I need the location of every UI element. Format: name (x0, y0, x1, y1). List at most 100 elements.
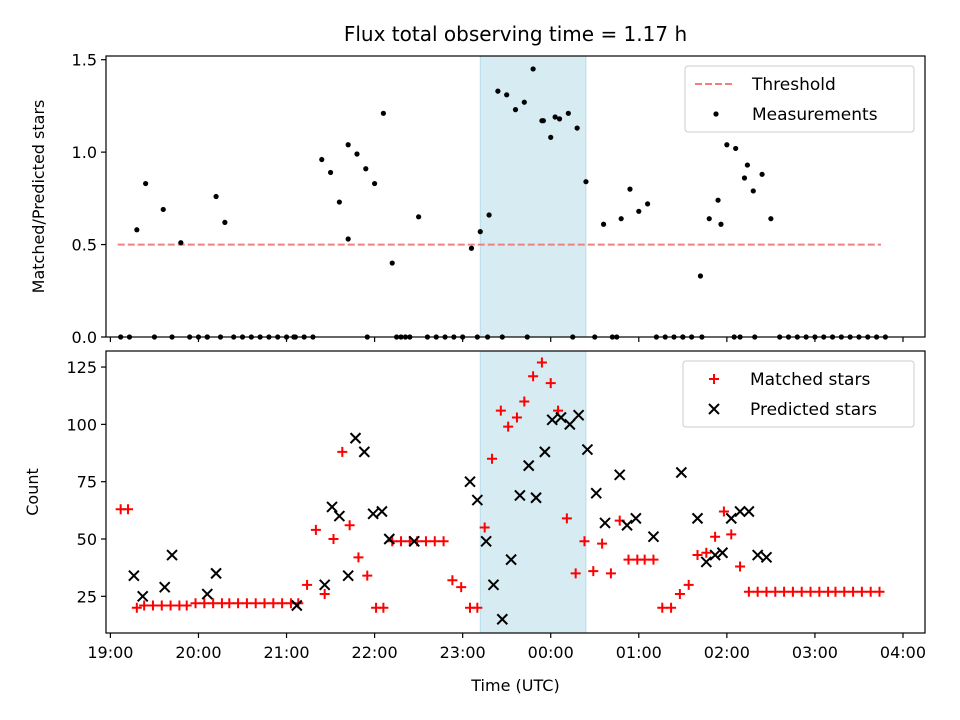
y-tick-label: 75 (77, 473, 97, 492)
predicted-star-point (318, 579, 331, 591)
matched-star-point (561, 513, 572, 524)
predicted-star-point (349, 432, 362, 444)
measurement-point (744, 162, 751, 168)
predicted-star-point (564, 418, 576, 431)
matched-star-point (666, 602, 677, 613)
predicted-star-point (539, 446, 551, 458)
matched-star-point (570, 568, 581, 579)
matched-star-point (479, 522, 490, 533)
x-tick-label: 19:00 (87, 643, 133, 662)
matched-star-point (420, 536, 431, 547)
matched-star-point (495, 405, 506, 416)
measurement-point (143, 180, 149, 187)
matched-star-point (277, 598, 288, 609)
observing-window-band (479, 55, 587, 338)
matched-star-point (865, 586, 876, 597)
measurement-point (548, 134, 554, 140)
predicted-star-point (555, 411, 567, 424)
predicted-star-point (546, 414, 558, 426)
matched-star-point (472, 602, 483, 613)
predicted-star-point (647, 530, 660, 543)
measurement-point (768, 216, 774, 222)
measurement-point (213, 193, 219, 200)
ratio-panel: 0.0 0.5 1.0 1.5 Matched/Predicted stars Thres… (29, 51, 926, 347)
predicted-star-point (166, 549, 178, 561)
count-panel: 25 50 75 100 125 19:00 20:00 21:00 22:00 23:00 00:… (23, 350, 926, 662)
measurement-point (644, 201, 651, 207)
predicted-star-point (675, 466, 688, 479)
x-tick-label: 21:00 (263, 643, 309, 662)
y-tick-label: 0.5 (72, 236, 97, 255)
predicted-star-point (367, 508, 379, 520)
plot-area (115, 357, 885, 625)
predicted-star-point (523, 459, 535, 472)
matched-star-point (337, 446, 348, 457)
matched-star-point (241, 598, 252, 609)
legend-measurement-swatch (713, 111, 719, 117)
x-tick-label: 23:00 (440, 643, 486, 662)
axes-frame (105, 55, 926, 338)
measurement-point (759, 171, 765, 177)
matched-star-point (250, 598, 261, 609)
matched-star-point (447, 575, 458, 586)
predicted-star-point (709, 549, 721, 561)
matched-star-point (856, 586, 867, 597)
predicted-star-point (342, 569, 354, 582)
y-tick-label: 125 (66, 358, 97, 377)
measurement-point (345, 236, 351, 242)
measurement-point (715, 197, 721, 203)
x-tick-label: 00:00 (528, 643, 574, 662)
legend-matched-swatch (709, 374, 719, 384)
matched-star-point (362, 570, 373, 581)
matched-star-point (814, 586, 825, 597)
matched-star-point (224, 598, 235, 609)
matched-star-point (639, 554, 650, 565)
measurement-point (552, 114, 558, 120)
predicted-star-point (201, 588, 213, 600)
measurement-point (741, 175, 748, 181)
predicted-star-point (326, 501, 338, 513)
legend-label: Measurements (752, 105, 878, 125)
matched-star-point (190, 598, 201, 609)
predicted-star-point (581, 443, 594, 456)
measurement-point (495, 88, 501, 94)
predicted-star-point (408, 535, 420, 548)
matched-star-point (779, 586, 790, 597)
x-tick-label: 22:00 (352, 643, 398, 662)
predicted-star-point (614, 469, 626, 481)
y-tick-label: 50 (77, 530, 97, 549)
predicted-star-point (358, 446, 371, 458)
predicted-star-point (691, 512, 704, 525)
matched-star-point (233, 598, 244, 609)
measurement-point (750, 188, 756, 194)
predicted-star-point (383, 533, 395, 545)
matched-star-point (848, 586, 859, 597)
matched-star-point (597, 538, 608, 549)
measurement-point (733, 145, 739, 152)
matched-star-point (726, 529, 737, 540)
measurement-point (627, 186, 633, 192)
matched-star-point (648, 554, 659, 565)
matched-star-point (545, 378, 556, 389)
matched-star-point (874, 586, 885, 597)
matched-star-point (199, 598, 210, 609)
predicted-star-point (136, 590, 149, 603)
x-tick-label: 03:00 (792, 643, 838, 662)
matched-star-point (268, 598, 279, 609)
legend-box (684, 65, 915, 133)
predicted-star-point (496, 613, 508, 625)
measurement-point (512, 107, 519, 113)
matched-star-point (302, 579, 313, 590)
predicted-star-point (376, 505, 388, 518)
predicted-star-point (734, 505, 746, 518)
measurement-point (468, 245, 475, 251)
predicted-star-point (630, 512, 642, 525)
x-tick-label: 04:00 (880, 643, 926, 662)
y-tick-label: 1.5 (72, 51, 97, 70)
legend-label: Matched stars (750, 370, 870, 390)
matched-star-point (429, 536, 440, 547)
matched-star-point (344, 520, 355, 531)
predicted-star-point (514, 489, 526, 502)
measurement-point (530, 66, 536, 72)
matched-star-point (752, 586, 763, 597)
